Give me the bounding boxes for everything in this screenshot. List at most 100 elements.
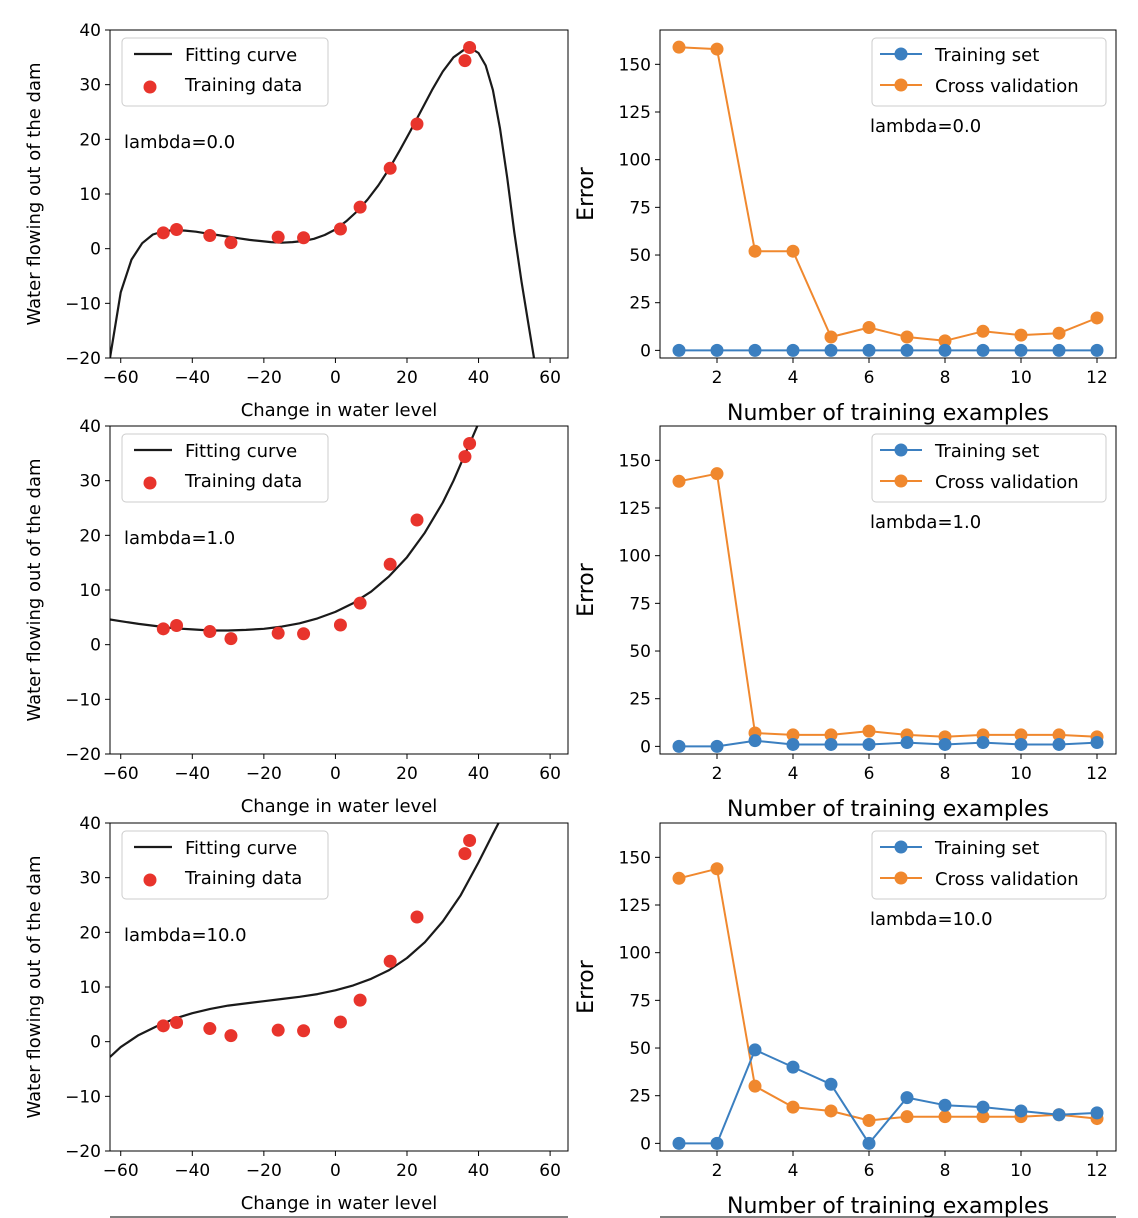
training-data-point	[410, 513, 424, 527]
training-data-point	[271, 626, 285, 640]
axes-frame	[109, 29, 569, 359]
training-set-point	[824, 737, 838, 751]
training-set-point	[938, 343, 952, 357]
y-tick-label: 25	[629, 690, 651, 710]
x-tick-label: −40	[174, 1161, 210, 1181]
plot-area	[110, 823, 500, 1058]
legend-cross-validation-marker	[894, 474, 908, 488]
y-tick-label: 100	[619, 151, 651, 171]
y-tick-label: 10	[79, 581, 101, 601]
training-data-point	[410, 910, 424, 924]
legend-fitting-curve-label: Fitting curve	[185, 441, 297, 462]
training-set-point	[672, 739, 686, 753]
training-data-point	[463, 833, 477, 847]
x-tick-label: 10	[1010, 764, 1032, 784]
y-tick-label: 0	[640, 1134, 651, 1154]
x-tick-label: −40	[174, 368, 210, 388]
cross-validation-point	[938, 1110, 952, 1124]
training-set-point	[862, 343, 876, 357]
y-tick-label: 0	[90, 240, 101, 260]
legend-box	[121, 37, 329, 107]
y-tick-label: 40	[79, 21, 101, 41]
cross-validation-point	[1052, 728, 1066, 742]
legend-fitting-curve-label: Fitting curve	[185, 838, 297, 859]
cross-validation-point	[862, 724, 876, 738]
y-tick-label: 0	[640, 737, 651, 757]
training-set-point	[824, 343, 838, 357]
cross-validation-point	[1052, 326, 1066, 340]
y-tick-label: 50	[629, 246, 651, 266]
y-tick-label: 30	[79, 869, 101, 889]
cross-validation-point	[710, 42, 724, 56]
x-axis-label: Number of training examples	[727, 797, 1049, 822]
y-tick-label: 100	[619, 547, 651, 567]
training-data-point	[353, 200, 367, 214]
training-data-point	[463, 436, 477, 450]
axes-frame	[109, 822, 569, 1152]
cross-validation-point	[1014, 328, 1028, 342]
training-data-point	[224, 1029, 238, 1043]
x-tick-label: −20	[246, 368, 282, 388]
x-tick-label: 6	[864, 1161, 875, 1181]
training-data-point	[170, 223, 184, 237]
training-set-point	[672, 343, 686, 357]
cross-validation-point	[672, 40, 686, 54]
learning-curve-panel-3: 2 4 6 8 10 12 0 25 50 75 100 125 150 Number of traini…	[574, 822, 1117, 1218]
x-axis-label: Change in water level	[241, 796, 438, 817]
cross-validation-point	[900, 330, 914, 344]
x-tick-label: 0	[330, 368, 341, 388]
y-tick-label: −10	[65, 690, 101, 710]
training-data-point	[224, 236, 238, 250]
legend-cross-validation-label: Cross validation	[935, 76, 1079, 97]
y-tick-label: 40	[79, 417, 101, 437]
x-tick-label: −20	[246, 1161, 282, 1181]
lambda-annotation: lambda=1.0	[124, 528, 235, 549]
x-tick-label: 8	[940, 764, 951, 784]
training-set-point	[824, 1077, 838, 1091]
legend-training-set-marker	[894, 443, 908, 457]
y-tick-label: −20	[65, 349, 101, 369]
legend: Fitting curve Training data	[121, 37, 329, 107]
legend-cross-validation-marker	[894, 78, 908, 92]
legend-training-data-swatch	[143, 476, 157, 490]
training-set-point	[1090, 736, 1104, 750]
training-data-point	[203, 1022, 217, 1036]
x-tick-label: 10	[1010, 1161, 1032, 1181]
y-tick-label: 20	[79, 130, 101, 150]
y-tick-label: 0	[90, 1033, 101, 1053]
x-tick-label: 12	[1086, 764, 1108, 784]
cross-validation-point	[824, 728, 838, 742]
training-data-point	[383, 954, 397, 968]
legend-training-data-label: Training data	[184, 75, 302, 96]
y-axis-label: Error	[574, 959, 599, 1014]
training-set-point	[786, 1060, 800, 1074]
training-data-point	[333, 222, 347, 236]
training-set-point	[1090, 343, 1104, 357]
legend: Training set Cross validation	[871, 433, 1107, 503]
training-set-point	[748, 734, 762, 748]
y-tick-label: 150	[619, 848, 651, 868]
training-set-point	[900, 1091, 914, 1105]
training-set-point	[976, 736, 990, 750]
x-axis-label: Change in water level	[241, 1193, 438, 1214]
y-axis-label: Water flowing out of the dam	[24, 855, 45, 1118]
y-tick-label: −20	[65, 1142, 101, 1162]
y-axis-label: Water flowing out of the dam	[24, 62, 45, 325]
x-tick-label: −60	[103, 1161, 139, 1181]
y-tick-label: −20	[65, 745, 101, 765]
legend-training-data-label: Training data	[184, 471, 302, 492]
training-data-point	[203, 625, 217, 639]
fit-panel-1: −60 −40 −20 0 20 40 60 −20 −10 0 10 20 30 40 Change in…	[24, 21, 569, 421]
plot-area	[672, 467, 1104, 753]
y-tick-label: 25	[629, 294, 651, 314]
x-tick-label: 20	[396, 764, 418, 784]
plot-area	[110, 40, 536, 358]
training-data-point	[353, 596, 367, 610]
y-tick-label: 50	[629, 642, 651, 662]
training-data-point	[156, 622, 170, 636]
x-tick-label: 6	[864, 368, 875, 388]
training-set-point	[786, 343, 800, 357]
cross-validation-point	[976, 324, 990, 338]
legend-box	[121, 830, 329, 900]
axes-frame	[659, 822, 1117, 1152]
